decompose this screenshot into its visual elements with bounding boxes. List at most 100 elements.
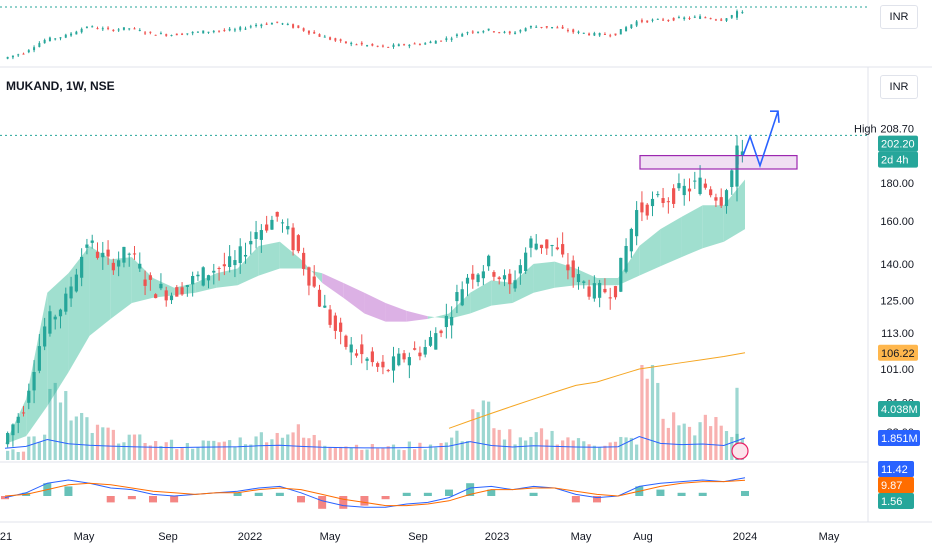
resistance-zone-box: [639, 154, 798, 170]
volume-bar: [111, 429, 115, 460]
mini-candle-body: [656, 18, 659, 20]
candle-body: [37, 346, 41, 371]
mini-currency-button[interactable]: INR: [880, 5, 918, 29]
mini-candle-body: [408, 44, 411, 47]
mini-candle-body: [519, 30, 522, 32]
candle-body: [656, 194, 660, 196]
volume-bar: [407, 441, 411, 460]
volume-bar: [576, 438, 581, 460]
candle-body: [460, 289, 464, 306]
mini-candle-body: [165, 34, 168, 36]
candle-body: [80, 256, 84, 278]
volume-bar: [529, 436, 533, 460]
mini-candle-body: [662, 19, 665, 21]
volume-bar: [561, 440, 565, 460]
candle-body: [487, 255, 491, 267]
volume-ma-badge-bg: [878, 430, 920, 446]
cloud-segment: [449, 292, 471, 319]
last-price-badge-bg: [878, 135, 918, 152]
volume-bar: [455, 430, 459, 460]
volume-bar: [6, 450, 10, 460]
candle-body: [666, 201, 670, 203]
candle-body: [328, 309, 332, 325]
mini-candle-body: [307, 30, 310, 34]
mini-candle-body: [371, 43, 374, 46]
time-axis[interactable]: 21 May Sep 2022 May Sep 2023 May Aug 2024 May: [0, 531, 840, 543]
volume-bar: [413, 449, 417, 460]
macd-histogram-bar: [741, 491, 749, 496]
volume-bar: [243, 444, 248, 460]
volume-bar: [185, 443, 189, 460]
volume-bar: [624, 437, 628, 460]
mini-candle-body: [85, 26, 88, 28]
volume-bar: [391, 444, 396, 460]
candle-body: [492, 272, 496, 277]
mini-candle-body: [709, 18, 712, 20]
candle-body: [32, 371, 36, 391]
histogram-badge-bg: [878, 493, 914, 509]
mini-candle-body: [614, 33, 617, 36]
symbol-title: MUKAND, 1W, NSE: [6, 79, 115, 93]
volume-bar: [650, 365, 655, 460]
macd-badge-bg: [878, 461, 914, 477]
candle-body: [191, 275, 195, 285]
projection-arrow: [742, 110, 779, 169]
volume-bar: [323, 445, 327, 460]
candle-body: [21, 412, 26, 414]
mini-candle-body: [265, 23, 268, 25]
time-tick-label: May: [571, 531, 592, 543]
candle-body: [561, 244, 565, 255]
candle-body: [106, 249, 110, 257]
price-axis[interactable]: 180.00160.00140.00125.00113.00101.0091.0…: [880, 178, 914, 439]
mini-candle-body: [218, 30, 221, 32]
cloud-segment: [723, 179, 745, 242]
mini-candle-body: [376, 45, 379, 47]
signal-badge-bg: [878, 477, 914, 493]
mini-candle-body: [736, 11, 738, 18]
mini-candle-body: [318, 34, 321, 37]
countdown-badge: 2d 4h: [881, 155, 909, 167]
volume-bar: [53, 382, 57, 460]
candle-body: [497, 277, 501, 280]
mini-candle-body: [651, 19, 654, 21]
mini-candle-body: [223, 30, 226, 32]
signal-badge: 9.87: [881, 480, 902, 492]
volume-bar: [555, 444, 559, 460]
mini-candle-body: [445, 38, 448, 41]
candle-body: [323, 305, 327, 308]
candle-body: [397, 353, 401, 366]
candle-body: [111, 262, 115, 271]
candle-body: [127, 253, 131, 255]
cloud-segment: [512, 263, 534, 303]
cloud-segment: [322, 273, 344, 298]
candle-body: [513, 280, 517, 289]
macd-histogram-bar: [233, 492, 242, 496]
volume-bar: [27, 436, 31, 460]
mini-candle-body: [117, 29, 120, 31]
overview-pane[interactable]: [0, 6, 868, 60]
candle-body: [687, 188, 692, 192]
volume-bar: [296, 424, 300, 460]
mini-candle-body: [699, 16, 702, 19]
mini-candle-body: [91, 26, 94, 28]
mini-candle-body: [144, 32, 147, 34]
mini-candle-body: [640, 20, 643, 22]
candle-body: [206, 275, 211, 281]
mini-candle-body: [186, 33, 189, 35]
volume-bar: [635, 444, 639, 460]
time-tick-label: 21: [0, 531, 12, 543]
volume-bar: [339, 446, 343, 460]
candle-body: [524, 252, 528, 272]
annotations[interactable]: [0, 110, 868, 460]
candle-body: [740, 151, 744, 156]
candle-body: [566, 264, 570, 271]
candle-body: [629, 228, 633, 252]
volume-bar: [603, 445, 607, 460]
cloud-segment: [26, 292, 48, 437]
candle-body: [402, 353, 406, 360]
volume-bar: [11, 449, 15, 460]
currency-button[interactable]: INR: [880, 75, 918, 99]
volume-badge-bg: [878, 401, 920, 417]
cloud-segment: [660, 216, 682, 267]
